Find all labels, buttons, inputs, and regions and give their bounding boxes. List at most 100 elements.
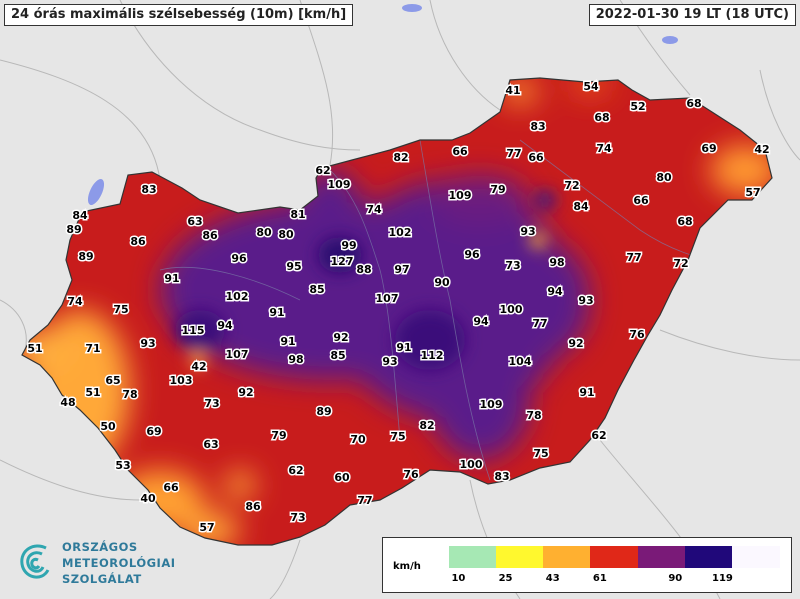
station-value: 85: [330, 349, 345, 362]
station-value: 72: [673, 257, 688, 270]
station-value: 78: [526, 409, 541, 422]
station-value: 79: [271, 429, 286, 442]
station-value: 77: [506, 147, 521, 160]
logo-line-2: METEOROLÓGIAI: [62, 556, 176, 570]
wind-field: [22, 78, 772, 545]
station-value: 97: [394, 263, 409, 276]
station-value: 91: [280, 335, 295, 348]
station-value: 86: [130, 235, 146, 248]
station-value: 42: [754, 143, 769, 156]
station-value: 91: [269, 306, 284, 319]
station-value: 95: [286, 260, 301, 273]
station-value: 80: [278, 228, 294, 241]
station-value: 48: [60, 396, 75, 409]
legend-swatch: [637, 546, 686, 568]
station-value: 109: [328, 178, 351, 191]
station-value: 41: [505, 84, 520, 97]
station-value: 69: [146, 425, 161, 438]
station-value: 62: [315, 164, 330, 177]
station-value: 62: [288, 464, 303, 477]
station-value: 84: [573, 200, 589, 213]
station-value: 80: [256, 226, 272, 239]
station-value: 112: [421, 349, 444, 362]
logo-line-1: ORSZÁGOS: [62, 540, 138, 554]
legend-swatch: [449, 546, 498, 568]
station-value: 73: [204, 397, 219, 410]
map-timestamp: 2022-01-30 19 LT (18 UTC): [588, 4, 796, 26]
station-value: 57: [745, 186, 760, 199]
station-value: 89: [66, 223, 81, 236]
legend-color-bar: [449, 546, 780, 568]
station-value: 107: [226, 348, 249, 361]
legend-tick-label: 10: [451, 573, 466, 584]
omsz-logo: ORSZÁGOS METEOROLÓGIAI SZOLGÁLAT: [16, 536, 206, 592]
station-value: 92: [333, 331, 348, 344]
station-value: 100: [460, 458, 483, 471]
station-value: 92: [238, 386, 253, 399]
station-value: 52: [630, 100, 645, 113]
station-value: 68: [686, 97, 701, 110]
station-value: 94: [547, 285, 563, 298]
legend-swatch: [496, 546, 545, 568]
color-legend: km/h 10 25 43 61 90 119: [382, 537, 792, 593]
station-value: 77: [626, 251, 641, 264]
station-value: 71: [85, 342, 100, 355]
station-value: 89: [78, 250, 93, 263]
station-value: 78: [122, 388, 137, 401]
station-value: 42: [191, 360, 206, 373]
legend-tick-label: 25: [498, 573, 513, 584]
station-value: 94: [473, 315, 489, 328]
station-value: 98: [288, 353, 303, 366]
station-value: 62: [591, 429, 606, 442]
station-value: 77: [532, 317, 547, 330]
legend-unit: km/h: [393, 561, 421, 572]
station-value: 109: [480, 398, 503, 411]
country-border: [21, 77, 773, 546]
legend-tick-label: 61: [592, 573, 607, 584]
legend-tick-label: 43: [545, 573, 560, 584]
station-value: 70: [350, 433, 366, 446]
station-value: 96: [464, 248, 480, 261]
station-value: 60: [334, 471, 350, 484]
station-value: 73: [505, 259, 520, 272]
station-value: 57: [199, 521, 214, 534]
station-value: 99: [341, 239, 356, 252]
station-value: 109: [449, 189, 472, 202]
station-value: 66: [163, 481, 179, 494]
station-value: 91: [164, 272, 179, 285]
legend-swatch: [684, 546, 733, 568]
station-value: 68: [594, 111, 609, 124]
legend-tick-label: 90: [668, 573, 683, 584]
station-value: 51: [85, 386, 100, 399]
logo-line-3: SZOLGÁLAT: [62, 572, 142, 586]
station-value: 83: [530, 120, 545, 133]
station-value: 88: [356, 263, 371, 276]
station-value: 77: [357, 494, 372, 507]
station-value: 72: [564, 179, 579, 192]
station-value: 102: [389, 226, 412, 239]
station-value: 74: [67, 295, 83, 308]
station-value: 63: [187, 215, 202, 228]
lakes: [87, 4, 678, 205]
station-value: 75: [113, 303, 128, 316]
legend-swatch: [731, 546, 780, 568]
station-value: 74: [596, 142, 612, 155]
legend-swatch: [543, 546, 592, 568]
station-value: 40: [140, 492, 156, 505]
station-value: 91: [396, 341, 411, 354]
station-value: 98: [549, 256, 564, 269]
station-value: 85: [309, 283, 324, 296]
station-value: 102: [226, 290, 249, 303]
station-value: 83: [494, 470, 509, 483]
station-value: 65: [105, 374, 120, 387]
station-value: 69: [701, 142, 716, 155]
station-value: 83: [141, 183, 156, 196]
station-value: 54: [583, 80, 599, 93]
station-value: 86: [245, 500, 261, 513]
station-value: 76: [403, 468, 419, 481]
station-value: 86: [202, 229, 218, 242]
station-value: 93: [382, 355, 397, 368]
station-value: 68: [677, 215, 692, 228]
